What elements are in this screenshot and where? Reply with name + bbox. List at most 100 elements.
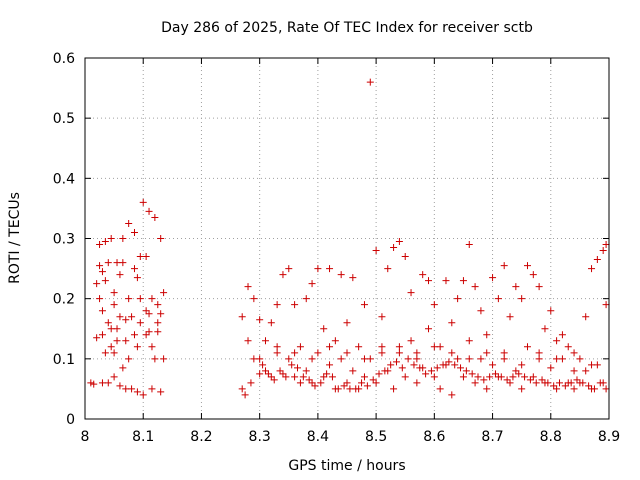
data-point-marker xyxy=(556,379,564,387)
data-point-marker xyxy=(157,310,165,318)
data-point-marker xyxy=(518,295,526,303)
data-point-marker xyxy=(154,301,162,309)
data-point-marker xyxy=(116,382,124,390)
data-point-marker xyxy=(244,337,252,345)
data-point-marker xyxy=(273,343,281,351)
data-point-marker xyxy=(413,349,421,357)
data-point-marker xyxy=(459,277,467,285)
data-point-marker xyxy=(261,337,269,345)
data-point-marker xyxy=(291,301,299,309)
data-point-marker xyxy=(308,379,316,387)
data-point-marker xyxy=(500,262,508,270)
data-point-marker xyxy=(125,219,133,227)
data-point-marker xyxy=(602,385,610,393)
data-point-marker xyxy=(238,313,246,321)
data-point-marker xyxy=(425,325,433,333)
data-point-marker xyxy=(320,325,328,333)
data-point-marker xyxy=(294,364,302,372)
data-point-marker xyxy=(500,355,508,363)
data-point-marker xyxy=(285,265,293,273)
data-point-marker xyxy=(302,295,310,303)
data-point-marker xyxy=(509,373,517,381)
data-point-marker xyxy=(375,370,383,378)
data-point-marker xyxy=(430,301,438,309)
data-point-marker xyxy=(529,373,537,381)
data-point-marker xyxy=(427,367,435,375)
data-point-marker xyxy=(101,349,109,357)
data-point-marker xyxy=(395,343,403,351)
data-point-marker xyxy=(521,373,529,381)
data-point-marker xyxy=(523,343,531,351)
data-point-marker xyxy=(98,268,106,276)
x-tick-label: 8.3 xyxy=(249,429,271,445)
data-point-marker xyxy=(465,337,473,345)
data-point-marker xyxy=(93,334,101,342)
data-point-marker xyxy=(98,331,106,339)
data-point-marker xyxy=(512,367,520,375)
data-point-marker xyxy=(547,364,555,372)
data-point-marker xyxy=(471,379,479,387)
x-axis-tick-labels: 8 8.1 8.2 8.3 8.4 8.5 8.6 8.7 8.8 8.9 xyxy=(81,429,621,445)
data-point-marker xyxy=(273,349,281,357)
data-point-marker xyxy=(503,376,511,384)
data-point-marker xyxy=(122,316,130,324)
data-point-marker xyxy=(317,379,325,387)
data-point-marker xyxy=(308,355,316,363)
data-point-marker xyxy=(526,376,534,384)
data-point-marker xyxy=(323,370,331,378)
data-point-marker xyxy=(602,241,610,249)
data-point-marker xyxy=(535,349,543,357)
data-point-marker xyxy=(483,349,491,357)
data-point-marker xyxy=(372,379,380,387)
data-point-marker xyxy=(430,373,438,381)
data-point-marker xyxy=(407,289,415,297)
data-point-marker xyxy=(588,265,596,273)
data-point-marker xyxy=(110,301,118,309)
data-point-marker xyxy=(98,307,106,315)
data-point-marker xyxy=(459,373,467,381)
data-point-marker xyxy=(553,355,561,363)
data-point-marker xyxy=(302,367,310,375)
data-point-marker xyxy=(90,380,98,388)
data-point-marker xyxy=(311,382,319,390)
data-point-marker xyxy=(96,295,104,303)
data-point-marker xyxy=(256,355,264,363)
data-point-marker xyxy=(340,382,348,390)
data-point-marker xyxy=(489,361,497,369)
data-point-marker xyxy=(250,295,258,303)
data-point-marker xyxy=(500,349,508,357)
data-point-marker xyxy=(282,373,290,381)
data-point-marker xyxy=(261,367,269,375)
y-tick-label: 0.2 xyxy=(53,292,75,308)
data-point-marker xyxy=(270,376,278,384)
data-point-marker xyxy=(305,376,313,384)
y-tick-label: 0 xyxy=(66,412,75,428)
data-point-marker xyxy=(457,364,465,372)
data-point-marker xyxy=(570,367,578,375)
x-tick-label: 8 xyxy=(81,429,90,445)
data-point-marker xyxy=(483,331,491,339)
data-point-marker xyxy=(378,343,386,351)
data-point-marker xyxy=(157,388,165,396)
data-point-marker xyxy=(436,385,444,393)
data-point-marker xyxy=(154,319,162,327)
data-point-marker xyxy=(363,382,371,390)
data-point-marker xyxy=(358,379,366,387)
data-point-marker xyxy=(133,388,141,396)
data-point-marker xyxy=(136,253,144,261)
data-point-marker xyxy=(139,198,147,206)
data-point-marker xyxy=(480,376,488,384)
data-point-marker xyxy=(550,382,558,390)
data-point-marker xyxy=(101,277,109,285)
data-point-marker xyxy=(474,373,482,381)
data-point-marker xyxy=(337,355,345,363)
data-point-marker xyxy=(384,265,392,273)
data-point-marker xyxy=(116,313,124,321)
data-point-marker xyxy=(122,337,130,345)
data-point-marker xyxy=(128,385,136,393)
data-point-marker xyxy=(422,370,430,378)
data-point-marker xyxy=(160,355,168,363)
data-point-marker xyxy=(494,295,502,303)
data-point-marker xyxy=(104,259,112,267)
